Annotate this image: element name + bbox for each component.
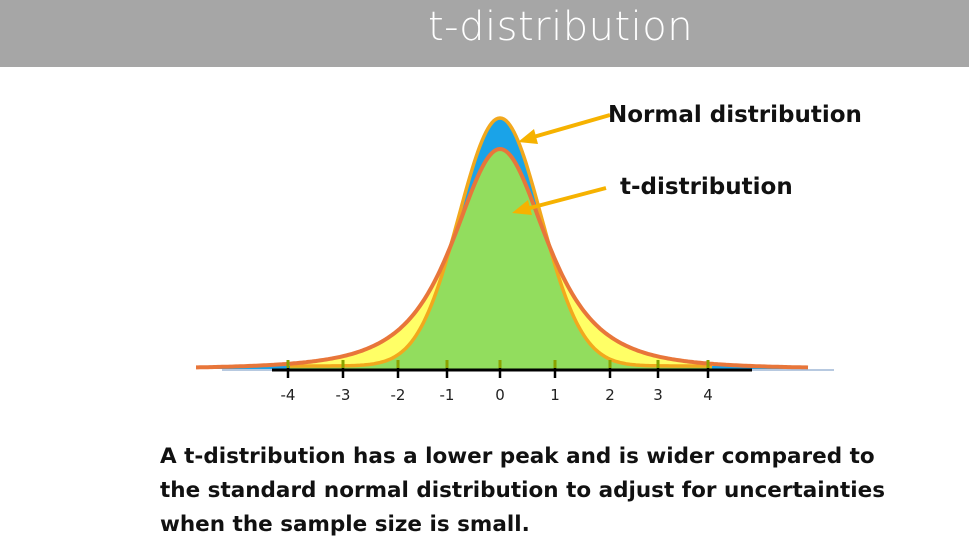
normal-distribution-label: Normal distribution: [608, 102, 862, 128]
tick-label: -3: [336, 386, 351, 404]
normal-distribution-curve: [290, 116, 712, 368]
distribution-diagram: -4 -3 -2 -1 0 1 2 3 4 Normal distribution t-dist…: [196, 102, 862, 404]
caption-line: when the sample size is small.: [160, 512, 530, 537]
page-title: t-distribution: [428, 4, 694, 50]
curves-group: [196, 116, 809, 370]
tick-label: -1: [440, 386, 455, 404]
tick-label: 0: [495, 386, 505, 404]
t-arrow-head: [512, 200, 532, 215]
title-bar: t-distribution: [0, 0, 969, 67]
caption: A t-distribution has a lower peak and is…: [160, 440, 960, 542]
t-arrow-shaft: [525, 186, 607, 211]
normal-arrow-shaft: [529, 113, 611, 140]
tick-label: 3: [653, 386, 663, 404]
normal-arrow-head: [518, 129, 538, 144]
tick-label: 2: [605, 386, 615, 404]
t-distribution-curve: [196, 146, 809, 370]
t-distribution-label: t-distribution: [620, 174, 793, 200]
tick-label: 1: [550, 386, 560, 404]
tick-label: -4: [281, 386, 296, 404]
tick-label: 4: [703, 386, 713, 404]
caption-line: the standard normal distribution to adju…: [160, 478, 885, 503]
caption-line: A t-distribution has a lower peak and is…: [160, 444, 875, 469]
tick-label: -2: [391, 386, 406, 404]
axis-ticks: -4 -3 -2 -1 0 1 2 3 4: [281, 360, 713, 404]
overlap-area: [290, 149, 712, 369]
